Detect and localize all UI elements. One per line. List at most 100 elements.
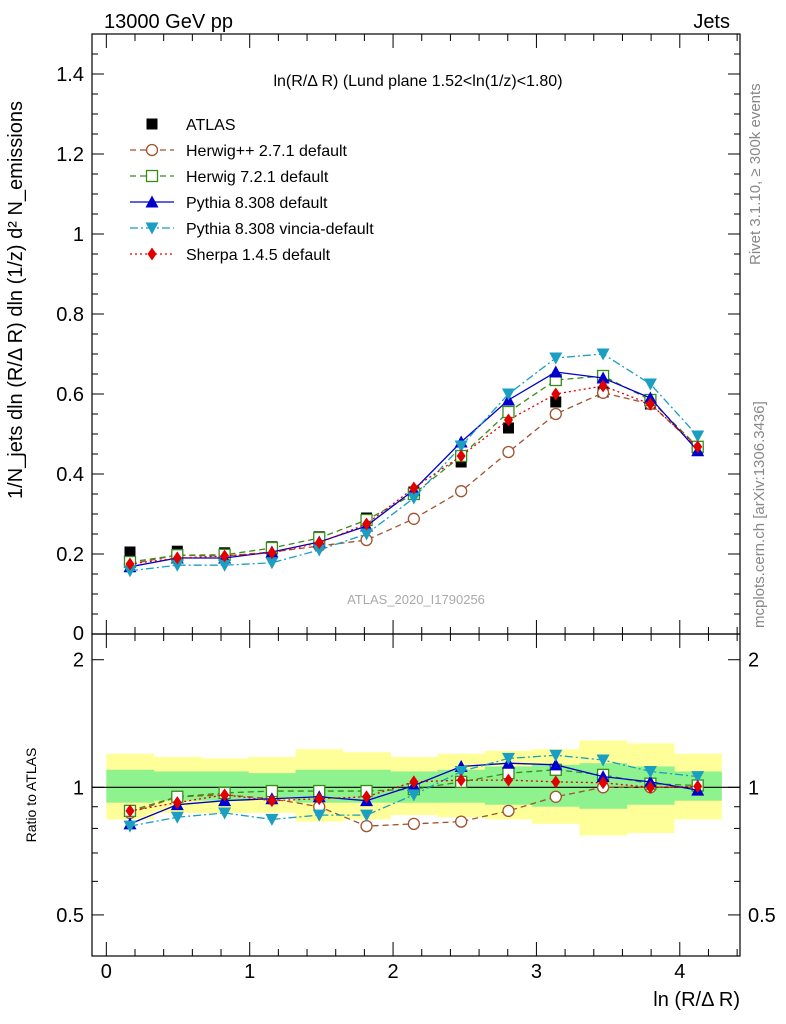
point-herwigpp [502, 445, 515, 459]
point-vincia [549, 352, 563, 365]
point-sherpa [409, 481, 419, 495]
point-herwigpp [549, 407, 562, 421]
series-line-vincia [129, 353, 699, 572]
legend-item-vincia: Pythia 8.308 vincia-default [130, 221, 374, 238]
ratio-point-herwigpp [407, 817, 420, 831]
point-vincia [454, 440, 468, 453]
point-vincia [360, 528, 374, 541]
legend-marker-herwig7 [145, 169, 159, 183]
main-ytick-label-zero: 0 [73, 623, 84, 645]
legend-marker-pythia [145, 195, 159, 208]
point-sherpa [645, 397, 655, 411]
ratio-ytick-label: 2 [73, 650, 84, 672]
ratio-point-herwigpp [360, 819, 373, 833]
legend-item-sherpa: Sherpa 1.4.5 default [130, 247, 331, 264]
ratio-point-sherpa [172, 796, 182, 810]
series-atlas [124, 386, 704, 559]
main-ylabel: 1/N_jets dln (R/Δ R) dln (1/z) d² N_emis… [5, 101, 27, 499]
header-energy: 13000 GeV pp [104, 11, 233, 33]
point-pythia [549, 365, 563, 378]
main-ylabel-text: 1/N_jets dln (R/Δ R) dln (1/z) d² N_emis… [5, 101, 27, 499]
main-ytick-label: 1 [73, 224, 84, 246]
point-sherpa [551, 387, 561, 401]
analysis-watermark: ATLAS_2020_I1790256 [347, 592, 485, 607]
ratio-point-vincia [123, 820, 137, 833]
ratio-point-vincia [454, 765, 468, 778]
ratio-point-sherpa [125, 804, 135, 818]
ratio-point-sherpa [314, 792, 324, 806]
ratio-xtick-label: 0 [101, 961, 112, 983]
ratio-point-sherpa [693, 779, 703, 793]
legend-marker-herwigpp [145, 143, 159, 157]
ratio-point-vincia [549, 749, 563, 762]
main-ytick-label: 1.2 [56, 144, 84, 166]
point-sherpa [220, 549, 230, 563]
point-atlas [550, 396, 562, 408]
rivet-label: Rivet 3.1.10, ≥ 300k events [747, 83, 764, 265]
legend-label-herwigpp: Herwig++ 2.7.1 default [186, 143, 348, 160]
main-ytick-label: 0.2 [56, 544, 84, 566]
ratio-ytick-label: 1 [73, 777, 84, 799]
point-pythia [596, 371, 610, 384]
ratio-point-sherpa [267, 794, 277, 808]
x-axis-label: ln (R/Δ R) [653, 989, 740, 1011]
ratio-point-vincia [407, 789, 421, 802]
ratio-point-vincia [218, 807, 232, 820]
main-panel: 0.2 0.4 0.6 0.8 1 1.2 1.4 0 [56, 33, 741, 645]
point-sherpa [172, 551, 182, 565]
point-sherpa [693, 440, 703, 454]
point-atlas [124, 546, 136, 558]
ratio-ytick-label-right: 1 [748, 777, 759, 799]
ratio-point-sherpa [551, 775, 561, 789]
ratio-xtick-label: 1 [244, 961, 255, 983]
point-sherpa [314, 536, 324, 550]
ratio-frame [91, 633, 741, 957]
series-sherpa [125, 379, 703, 571]
point-sherpa [598, 379, 608, 393]
series-line-sherpa [129, 385, 699, 565]
ratio-xtick-label: 2 [387, 961, 398, 983]
point-herwigpp [407, 512, 420, 525]
legend-label-vincia: Pythia 8.308 vincia-default [186, 221, 374, 238]
ratio-panel: 0.5 0.5 1 1 2 2 0 1 2 3 4 [56, 633, 776, 983]
main-ytick-label: 1.4 [56, 64, 84, 86]
series-line-pythia [129, 371, 699, 568]
legend: ATLAS Herwig++ 2.7.1 default Herwig 7.2.1 … [130, 117, 374, 264]
point-vincia [123, 565, 137, 578]
point-vincia [643, 378, 657, 391]
ratio-point-sherpa [220, 788, 230, 802]
mcplots-label: mcplots.cern.ch [arXiv:1306.3436] [751, 401, 768, 628]
ratio-point-vincia [170, 811, 184, 824]
ratio-point-sherpa [362, 790, 372, 804]
ratio-series-sherpa [125, 773, 703, 818]
point-vincia [596, 348, 610, 361]
ratio-ytick-label-right: 0.5 [748, 905, 776, 927]
ratio-ylabel: Ratio to ATLAS [23, 748, 39, 843]
ratio-point-sherpa [503, 773, 513, 787]
point-sherpa [267, 546, 277, 560]
ratio-ytick-label: 0.5 [56, 905, 84, 927]
main-ytick-label: 0.6 [56, 384, 84, 406]
legend-item-atlas: ATLAS [146, 117, 236, 134]
ratio-xtick-label: 3 [531, 961, 542, 983]
legend-item-herwig7: Herwig 7.2.1 default [130, 169, 329, 186]
point-sherpa [125, 557, 135, 571]
ratio-point-vincia [501, 752, 515, 765]
ratio-point-herwigpp [455, 815, 468, 828]
point-vincia [265, 557, 279, 570]
ratio-series-vincia [123, 749, 705, 833]
series-line-herwig7 [129, 375, 699, 563]
ratio-point-pythia [596, 770, 610, 783]
legend-marker-sherpa [147, 247, 157, 261]
legend-label-atlas: ATLAS [186, 117, 236, 134]
ratio-point-herwigpp [502, 804, 515, 818]
ratio-point-herwigpp [549, 790, 562, 803]
ratio-point-vincia [265, 813, 279, 826]
legend-label-sherpa: Sherpa 1.4.5 default [186, 247, 331, 264]
legend-marker-atlas [146, 118, 158, 130]
ratio-point-vincia [596, 754, 610, 767]
point-vincia [407, 492, 421, 505]
plot-title: ln(R/Δ R) (Lund plane 1.52<ln(1/z)<1.80) [273, 73, 562, 90]
legend-label-pythia: Pythia 8.308 default [186, 195, 328, 212]
